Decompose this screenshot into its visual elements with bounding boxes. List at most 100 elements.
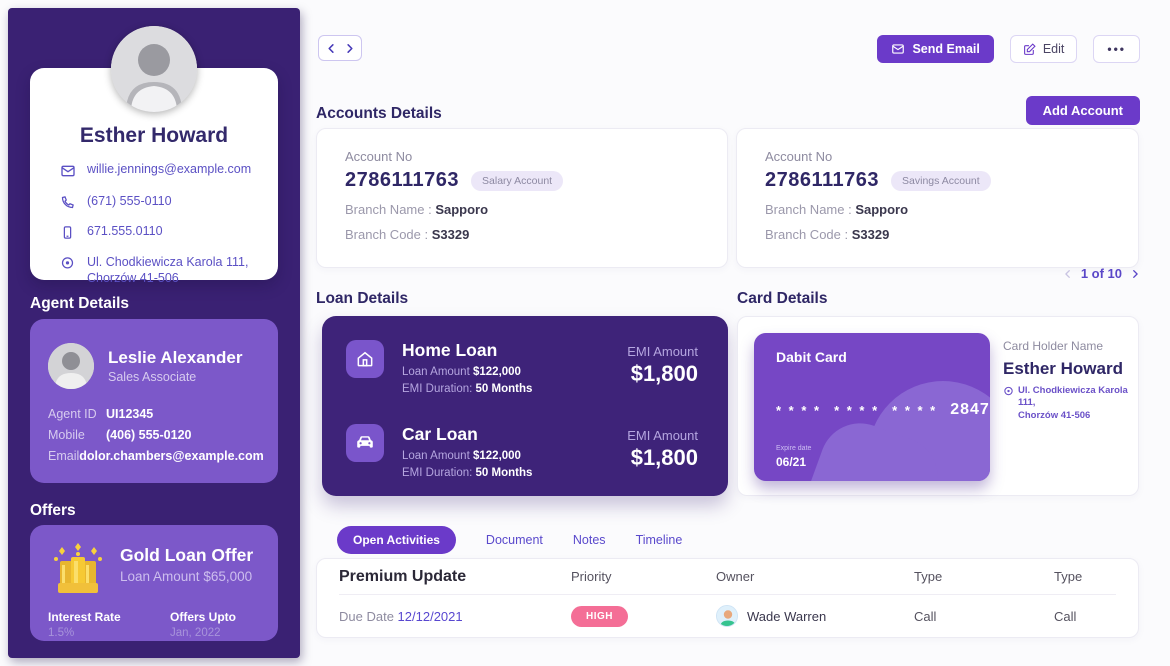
table-row[interactable]: Due Date 12/12/2021 HIGH Wade Warren (339, 595, 1116, 637)
contact-phone: (671) 555-0110 (87, 193, 172, 208)
contact-address-row: Ul. Chodkiewicza Karola 111, Chorzów 41-… (60, 255, 278, 286)
edit-pencil-icon (1023, 42, 1036, 55)
record-navigator (318, 35, 362, 61)
location-icon (60, 256, 76, 276)
owner-avatar (716, 605, 738, 627)
type-cell-2: Call (1054, 608, 1077, 624)
contact-mobile-row[interactable]: 671.555.0110 (60, 224, 278, 245)
tab-open-activities[interactable]: Open Activities (337, 526, 456, 554)
loan-details-heading: Loan Details (316, 290, 409, 307)
emi-duration-line: EMI Duration: 50 Months (402, 383, 533, 395)
owner-name: Wade Warren (747, 608, 827, 624)
agent-mobile-value: (406) 555-0120 (106, 428, 192, 442)
more-options-button[interactable]: ••• (1093, 35, 1140, 63)
column-priority: Priority (571, 569, 612, 584)
debit-card: Dabit Card * * * * * * * * * * * * 2847 … (754, 333, 990, 481)
table-header-row: Premium Update Priority Owner Type Type (339, 559, 1116, 595)
expire-date-value: 06/21 (776, 455, 807, 469)
agent-details-card: Leslie Alexander Sales Associate Agent I… (30, 319, 278, 483)
card-holder-name: Esther Howard (1003, 359, 1123, 378)
accounts-details-heading: Accounts Details (316, 105, 442, 122)
activity-tabs: Open Activities Document Notes Timeline (337, 526, 682, 554)
owner-cell: Wade Warren (716, 605, 914, 627)
agent-id-row: Agent ID UI12345 (48, 407, 154, 421)
column-type-1: Type (914, 569, 943, 584)
ellipsis-icon: ••• (1107, 42, 1126, 56)
emi-amount-block: EMI Amount $1,800 (627, 428, 698, 470)
offer-interest: Interest Rate 1.5% (48, 610, 121, 639)
debit-card-type: Dabit Card (776, 349, 847, 365)
account-cards: Account No 2786111763 Salary Account Bra… (316, 128, 1139, 268)
loan-title: Car Loan (402, 424, 478, 444)
emi-amount-block: EMI Amount $1,800 (627, 344, 698, 386)
pagination-prev-button[interactable] (1063, 268, 1073, 280)
person-photo-icon (48, 343, 94, 389)
person-photo-icon (717, 606, 737, 626)
account-no-label: Account No (345, 149, 413, 164)
priority-badge: HIGH (571, 605, 628, 627)
column-type-2: Type (1054, 569, 1083, 584)
card-details-heading: Card Details (737, 290, 828, 307)
envelope-icon (60, 163, 76, 184)
branch-name-line: Branch Name : Sapporo (345, 202, 489, 217)
envelope-icon (892, 44, 905, 54)
pagination-next-button[interactable] (1130, 268, 1140, 280)
due-date-link[interactable]: 12/12/2021 (397, 608, 463, 624)
contact-email: willie.jennings@example.com (87, 162, 252, 176)
account-number: 2786111763 (765, 169, 880, 191)
account-no-label: Account No (765, 149, 833, 164)
type-cell-1: Call (914, 608, 937, 624)
edit-button[interactable]: Edit (1009, 35, 1078, 63)
account-card-salary: Account No 2786111763 Salary Account Bra… (316, 128, 728, 268)
pagination-label: 1 of 10 (1080, 266, 1122, 281)
accounts-pagination: 1 of 10 (1063, 266, 1140, 281)
loan-item-car: Car Loan Loan Amount $122,000 EMI Durati… (346, 424, 698, 479)
location-icon (1004, 386, 1013, 396)
agent-email-value: dolor.chambers@example.com (79, 449, 264, 463)
priority-cell: HIGH (571, 605, 716, 627)
mobile-icon (60, 225, 76, 245)
agent-avatar (48, 343, 94, 389)
contact-address: Ul. Chodkiewicza Karola 111, Chorzów 41-… (87, 254, 249, 285)
column-owner: Owner (716, 569, 755, 584)
tab-notes[interactable]: Notes (572, 533, 606, 547)
branch-name-line: Branch Name : Sapporo (765, 202, 909, 217)
contact-info-list: willie.jennings@example.com (671) 555-01… (60, 162, 278, 286)
loan-item-home: Home Loan Loan Amount $122,000 EMI Durat… (346, 340, 698, 395)
card-holder-block: Card Holder Name Esther Howard Ul. Chodk… (1003, 339, 1133, 422)
top-action-buttons: Send Email Edit ••• (877, 35, 1140, 63)
loan-amount-line: Loan Amount $122,000 (402, 450, 521, 462)
offer-subtitle: Loan Amount $65,000 (120, 569, 253, 584)
branch-code-line: Branch Code : S3329 (345, 227, 470, 242)
loan-amount-line: Loan Amount $122,000 (402, 366, 521, 378)
home-icon (346, 340, 384, 378)
send-email-button[interactable]: Send Email (877, 35, 994, 63)
gold-bars-icon (48, 539, 108, 602)
main-content: Send Email Edit ••• Accounts Details Add… (300, 0, 1170, 666)
tab-document[interactable]: Document (485, 533, 543, 547)
emi-duration-line: EMI Duration: 50 Months (402, 467, 533, 479)
loan-details-panel: Home Loan Loan Amount $122,000 EMI Durat… (322, 316, 728, 496)
account-type-badge: Salary Account (471, 170, 564, 191)
account-card-savings: Account No 2786111763 Savings Account Br… (736, 128, 1139, 268)
gold-loan-offer-card: Gold Loan Offer Loan Amount $65,000 Inte… (30, 525, 278, 641)
contact-mobile: 671.555.0110 (87, 224, 163, 239)
agent-id-value: UI12345 (106, 407, 154, 421)
contact-email-row[interactable]: willie.jennings@example.com (60, 162, 278, 184)
tab-timeline[interactable]: Timeline (635, 533, 683, 547)
column-premium-update: Premium Update (339, 567, 467, 585)
previous-record-button[interactable] (326, 43, 337, 54)
expire-date-label: Expire date (776, 445, 812, 452)
add-account-button[interactable]: Add Account (1025, 96, 1140, 125)
branch-code-line: Branch Code : S3329 (765, 227, 890, 242)
contact-phone-row[interactable]: (671) 555-0110 (60, 194, 278, 215)
account-number: 2786111763 (345, 169, 460, 191)
contact-profile-card: Esther Howard willie.jennings@example.co… (30, 26, 278, 285)
offer-upto: Offers Upto Jan, 2022 (170, 610, 236, 639)
agent-role: Sales Associate (108, 370, 197, 384)
next-record-button[interactable] (344, 43, 355, 54)
agent-name: Leslie Alexander (108, 348, 243, 367)
offer-title: Gold Loan Offer (120, 545, 254, 565)
contact-name: Esther Howard (79, 124, 229, 147)
